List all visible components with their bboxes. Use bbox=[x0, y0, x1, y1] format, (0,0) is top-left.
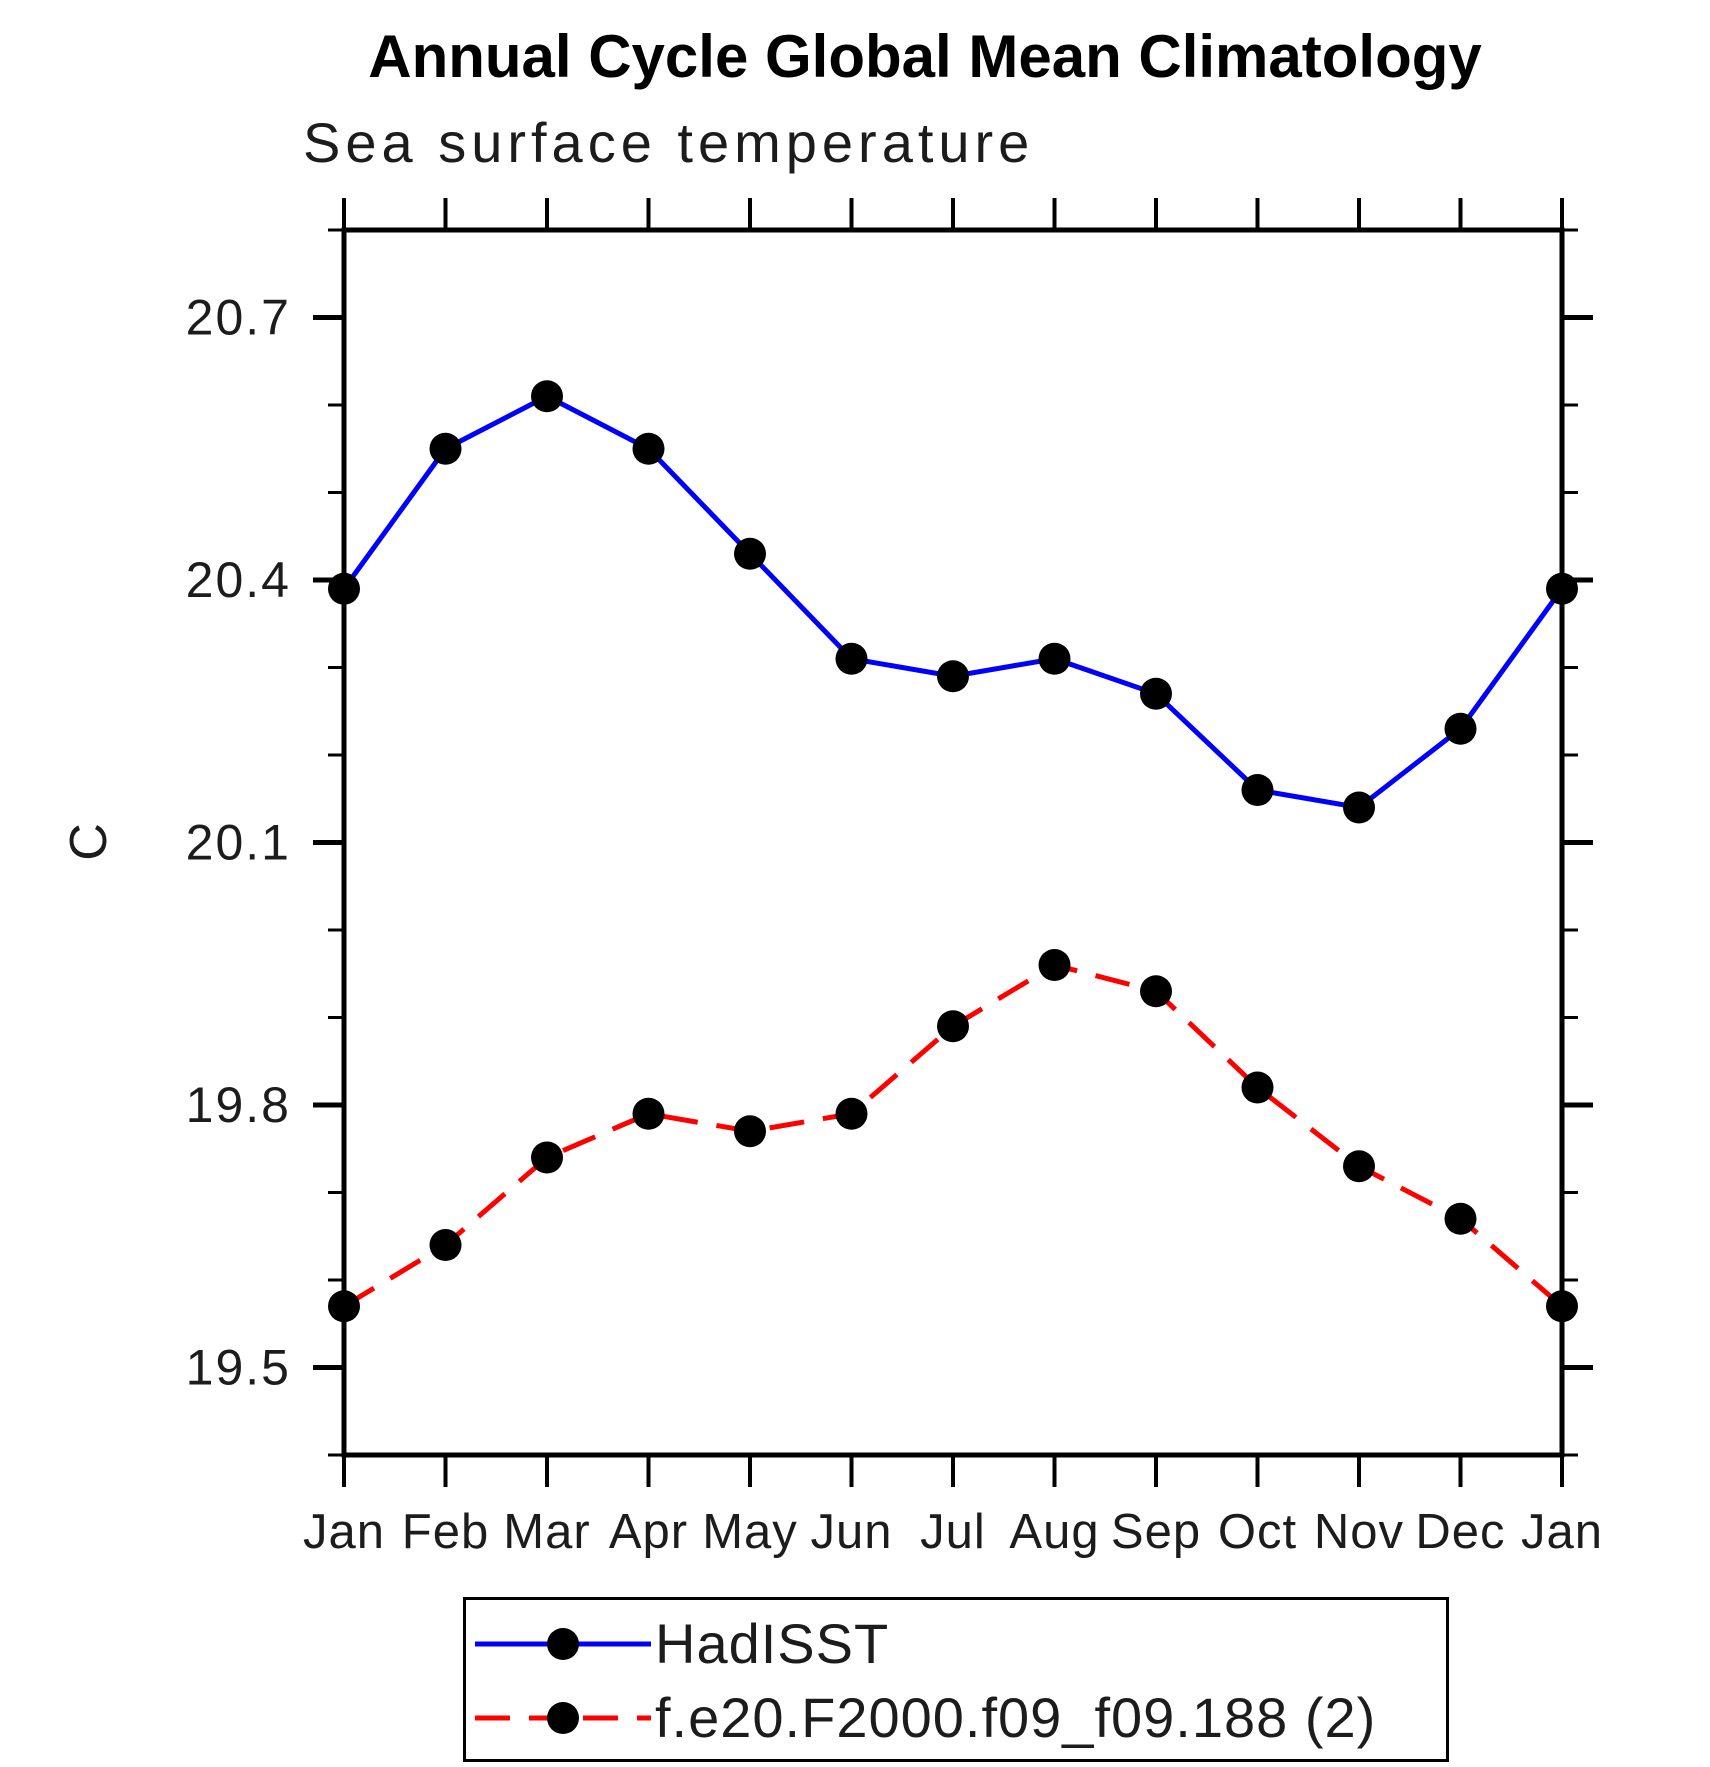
svg-text:Jul: Jul bbox=[920, 1505, 986, 1559]
legend-item-model: f.e20.F2000.f09_f09.188 (2) bbox=[474, 1682, 1376, 1754]
svg-text:Sep: Sep bbox=[1111, 1505, 1201, 1559]
svg-text:Feb: Feb bbox=[402, 1505, 489, 1559]
svg-text:Mar: Mar bbox=[503, 1505, 590, 1559]
svg-text:Apr: Apr bbox=[609, 1505, 688, 1559]
svg-text:Jan: Jan bbox=[303, 1505, 385, 1559]
svg-text:20.1: 20.1 bbox=[186, 815, 291, 871]
legend-line-solid-sample bbox=[475, 1628, 651, 1660]
legend-marker-icon bbox=[547, 1702, 579, 1734]
legend: HadISST f.e20.F2000.f09_f09.188 (2) bbox=[463, 1597, 1449, 1762]
legend-item-hadisst: HadISST bbox=[474, 1608, 889, 1680]
legend-line-dashed-sample bbox=[475, 1702, 651, 1734]
legend-label-hadisst: HadISST bbox=[655, 1612, 890, 1675]
chart-subtitle: Sea surface temperature bbox=[303, 111, 1035, 174]
svg-text:Oct: Oct bbox=[1218, 1505, 1297, 1559]
svg-text:Aug: Aug bbox=[1009, 1505, 1099, 1559]
svg-text:Jun: Jun bbox=[810, 1505, 892, 1559]
svg-text:Nov: Nov bbox=[1314, 1505, 1404, 1559]
legend-label-model: f.e20.F2000.f09_f09.188 (2) bbox=[655, 1686, 1377, 1749]
svg-text:May: May bbox=[702, 1505, 798, 1559]
svg-text:Jan: Jan bbox=[1521, 1505, 1603, 1559]
chart-title: Annual Cycle Global Mean Climatology bbox=[368, 23, 1482, 90]
svg-text:20.4: 20.4 bbox=[186, 552, 291, 608]
svg-text:Dec: Dec bbox=[1415, 1505, 1505, 1559]
svg-text:19.5: 19.5 bbox=[186, 1340, 291, 1396]
svg-text:20.7: 20.7 bbox=[186, 290, 291, 346]
svg-text:19.8: 19.8 bbox=[186, 1077, 291, 1133]
legend-marker-icon bbox=[547, 1628, 579, 1660]
